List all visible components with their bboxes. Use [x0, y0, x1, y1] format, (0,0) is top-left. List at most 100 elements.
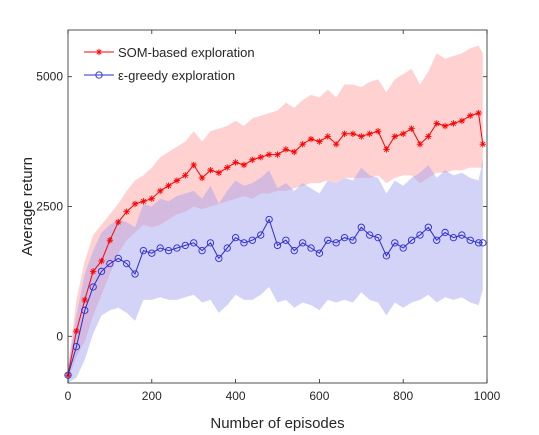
som-data-point [198, 174, 206, 182]
egreedy-data-point [156, 244, 164, 252]
som-data-point [450, 120, 457, 127]
som-data-point [182, 172, 189, 179]
som-data-point [265, 151, 273, 158]
som-data-point [332, 141, 340, 148]
som-legend-label: SOM-based exploration [118, 45, 255, 60]
egreedy-data-point [307, 244, 315, 252]
axis-ticks: 0 200 400 600 800 1000 0 2500 5000 [36, 30, 501, 403]
y-tick-label: 5000 [36, 70, 63, 84]
egreedy-data-point [265, 215, 273, 224]
egreedy-data-point [81, 306, 89, 314]
egreedy-data-point [441, 228, 449, 237]
som-data-point [140, 198, 147, 205]
x-tick-label: 200 [142, 389, 162, 403]
egreedy-data-point [458, 231, 466, 239]
egreedy-data-point [72, 343, 81, 351]
egreedy-data-point [340, 233, 349, 242]
som-data-point [467, 112, 474, 119]
som-data-point [81, 296, 88, 304]
egreedy-data-point [240, 239, 248, 247]
egreedy-data-point [123, 259, 131, 268]
x-tick-label: 400 [226, 389, 246, 403]
som-data-point [374, 128, 382, 135]
som-data-point [391, 133, 399, 140]
som-data-point [441, 122, 449, 130]
egreedy-legend-label: ε-greedy exploration [118, 68, 235, 83]
y-tick-label: 0 [56, 329, 63, 343]
som-data-point [249, 156, 256, 163]
egreedy-data-point [479, 239, 487, 247]
egreedy-data-point [198, 246, 206, 255]
egreedy-data-point [366, 231, 374, 239]
egreedy-data-point [231, 233, 240, 242]
som-data-point [349, 130, 357, 138]
egreedy-data-point [399, 244, 407, 252]
egreedy-data-point [474, 239, 483, 247]
som-data-point [425, 133, 432, 140]
som-data-point [282, 146, 290, 153]
som-data-point [416, 141, 424, 148]
egreedy-data-point [106, 259, 114, 268]
som-data-point [316, 138, 323, 145]
x-axis-label: Number of episodes [210, 415, 344, 432]
y-axis-label: Average return [19, 157, 36, 256]
egreedy-data-point [131, 270, 139, 278]
egreedy-legend-marker [95, 71, 103, 79]
som-data-point [123, 208, 130, 215]
legend: SOM-based exploration ε-greedy exploratio… [84, 45, 255, 83]
som-data-point [106, 237, 114, 244]
som-confidence-band [68, 45, 483, 381]
egreedy-data-point [114, 254, 122, 263]
som-data-point [98, 257, 105, 265]
som-data-point [156, 187, 164, 195]
egreedy-data-point [424, 223, 432, 231]
som-data-point [115, 218, 122, 226]
som-data-point [190, 161, 197, 169]
som-data-point [73, 327, 80, 335]
som-data-point [408, 125, 415, 132]
egreedy-data-point [416, 231, 424, 239]
egreedy-data-point [391, 239, 399, 247]
egreedy-data-point [181, 241, 189, 250]
egreedy-data-point [148, 249, 156, 257]
egreedy-data-point [349, 236, 357, 244]
som-data-point [307, 135, 315, 143]
egreedy-data-point [273, 241, 282, 250]
som-data-point [232, 159, 239, 166]
egreedy-data-point [97, 267, 106, 276]
egreedy-data-point [257, 231, 265, 239]
egreedy-data-point [449, 233, 458, 242]
egreedy-data-point [206, 239, 215, 247]
egreedy-data-point [164, 246, 173, 255]
egreedy-data-point [332, 239, 340, 247]
som-data-point [89, 268, 97, 275]
som-data-point [131, 200, 139, 208]
som-data-point [324, 133, 331, 140]
som-data-point [383, 146, 390, 153]
egreedy-data-point [215, 254, 223, 263]
som-data-point [400, 130, 407, 138]
som-data-point [358, 133, 365, 140]
som-data-point [148, 195, 155, 202]
egreedy-data-point [382, 252, 391, 260]
som-data-point [165, 182, 172, 189]
egreedy-data-point [315, 249, 324, 257]
egreedy-data-point [298, 239, 307, 247]
som-data-point [341, 130, 348, 138]
egreedy-confidence-band [68, 159, 483, 383]
confidence-bands [68, 45, 483, 383]
x-tick-label: 1000 [474, 389, 501, 403]
x-tick-label: 800 [393, 389, 413, 403]
egreedy-data-point [290, 246, 298, 255]
y-tick-label: 2500 [36, 200, 63, 214]
egreedy-data-point [223, 244, 231, 252]
egreedy-data-point [282, 236, 290, 244]
egreedy-data-point [407, 236, 416, 244]
som-data-point [458, 117, 466, 125]
egreedy-data-point [139, 246, 148, 255]
som-data-point [215, 169, 223, 176]
som-data-point [257, 153, 264, 161]
egreedy-data-point [324, 236, 332, 244]
som-data-point [224, 164, 231, 171]
egreedy-data-point [173, 244, 181, 252]
